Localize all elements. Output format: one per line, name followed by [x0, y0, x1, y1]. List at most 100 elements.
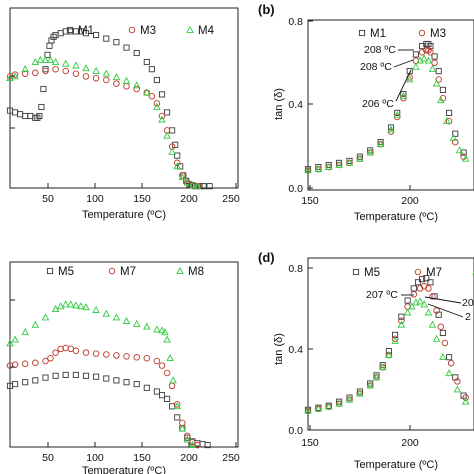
- data-point-m1: [425, 40, 432, 48]
- data-point-m8: [385, 350, 393, 358]
- data-point-m1: [325, 161, 332, 169]
- legend-entry-M7: M7: [108, 266, 136, 278]
- panel-a-xtick-label: 200: [180, 193, 198, 205]
- data-point-m3: [32, 69, 39, 77]
- data-point-m3: [62, 67, 69, 75]
- panel-b-xtick-label: 150: [301, 195, 319, 207]
- panel-b-annotations: 208 ºC 208 ºC 206 ºC: [360, 44, 414, 110]
- data-point-m3: [406, 74, 413, 81]
- panel-c-xtick-label: 100: [86, 452, 104, 464]
- data-point-m1: [153, 76, 160, 84]
- panel-c-data-marks: [6, 300, 211, 449]
- data-point-m7: [163, 369, 171, 377]
- data-point-m5: [133, 381, 140, 388]
- data-point-m1: [200, 183, 207, 190]
- data-point-m3: [427, 49, 434, 56]
- legend-marker-m4: [186, 25, 194, 33]
- data-point-m3: [11, 71, 19, 78]
- panel-d-data-marks: [304, 275, 470, 415]
- panel-c-legend: M5 M7 M8: [46, 266, 204, 278]
- data-point-m7: [398, 317, 405, 324]
- data-point-m7: [21, 360, 29, 368]
- data-point-m8: [345, 395, 354, 403]
- data-point-m5: [419, 276, 426, 283]
- panel-b-ylabel: tan (δ): [273, 88, 285, 120]
- data-point-m3: [148, 92, 156, 100]
- panel-a-xtick-label: 150: [133, 193, 151, 205]
- data-point-m4: [51, 57, 60, 65]
- data-point-m8: [391, 336, 399, 344]
- legend-marker-m8: [176, 266, 184, 274]
- data-point-m7: [437, 323, 445, 331]
- data-point-m1: [446, 109, 453, 116]
- data-point-m1: [82, 30, 90, 37]
- panel-d-annotation-arrow: [427, 303, 464, 318]
- data-point-m5: [164, 395, 171, 402]
- data-point-m3: [92, 74, 100, 82]
- data-point-m4: [428, 64, 437, 72]
- data-point-m4: [143, 88, 151, 96]
- data-point-m8: [143, 322, 151, 330]
- data-point-m5: [93, 373, 100, 380]
- data-point-m8: [416, 297, 424, 305]
- data-point-m4: [461, 154, 470, 162]
- panel-d-ytick-label: 0.4: [288, 344, 303, 356]
- data-point-m4: [424, 56, 433, 64]
- data-point-m1: [123, 44, 130, 51]
- data-point-m5: [52, 372, 59, 379]
- panel-d: (d) 0.0 0.4 0.8 tan (δ) 150 200 Temperat…: [258, 250, 474, 471]
- data-point-m7: [173, 401, 181, 408]
- data-point-m4: [356, 154, 364, 162]
- data-point-m7: [92, 350, 100, 357]
- data-point-m5: [153, 388, 160, 395]
- data-point-m8: [366, 381, 375, 389]
- data-point-m5: [12, 381, 19, 388]
- data-point-m4: [387, 125, 395, 133]
- data-point-m7: [168, 382, 176, 390]
- data-point-m5: [174, 414, 181, 421]
- data-point-m1: [346, 157, 353, 164]
- legend-label-M8: M8: [188, 266, 204, 278]
- data-point-m4: [412, 62, 420, 70]
- data-point-m1: [394, 109, 401, 116]
- data-point-m8: [325, 402, 333, 410]
- data-point-m3: [52, 65, 59, 73]
- data-point-m1: [419, 43, 426, 50]
- data-point-m1: [27, 112, 34, 120]
- data-point-m8: [412, 298, 420, 306]
- data-point-m4: [92, 66, 100, 74]
- data-point-m4: [188, 181, 197, 189]
- data-point-m1: [57, 30, 64, 37]
- panel-a-frame: [9, 7, 239, 189]
- data-point-m8: [166, 354, 174, 362]
- panel-b-ytick-label: 0.0: [288, 183, 303, 195]
- data-point-m4: [102, 69, 111, 77]
- data-point-m5: [423, 275, 430, 282]
- data-point-m4: [112, 73, 121, 81]
- legend-label-M5: M5: [58, 266, 74, 278]
- data-point-m7: [32, 359, 39, 367]
- data-point-m1: [93, 31, 100, 39]
- data-point-m5: [336, 398, 343, 405]
- data-point-m4: [163, 131, 171, 139]
- panel-d-xticks: 150 200: [301, 425, 419, 449]
- data-point-m1: [52, 31, 59, 39]
- data-point-m8: [188, 440, 197, 448]
- data-point-m8: [173, 402, 181, 410]
- data-point-m8: [397, 320, 406, 328]
- panel-b: (b) 0.0 0.4 0.8 tan (δ) 150 200 Temperat…: [258, 2, 474, 223]
- data-point-m5: [72, 371, 79, 378]
- data-point-m1: [48, 37, 55, 44]
- data-point-m1: [315, 164, 322, 171]
- data-point-m4: [36, 56, 45, 64]
- data-point-m3: [179, 172, 186, 179]
- data-point-m4: [399, 92, 408, 100]
- data-point-m3: [113, 80, 120, 87]
- data-point-m5: [446, 354, 453, 361]
- data-point-m5: [385, 348, 392, 355]
- data-point-m4: [168, 147, 176, 155]
- data-point-m7: [425, 285, 432, 292]
- panel-b-ytick-label: 0.8: [288, 16, 303, 28]
- data-point-m4: [314, 165, 323, 173]
- data-point-m8: [112, 313, 121, 321]
